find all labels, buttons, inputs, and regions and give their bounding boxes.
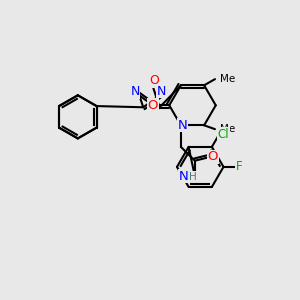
Text: H: H	[189, 172, 196, 182]
Text: O: O	[149, 74, 159, 87]
Text: Me: Me	[220, 74, 235, 84]
Text: N: N	[178, 119, 187, 132]
Text: N: N	[157, 85, 166, 98]
Text: N: N	[179, 169, 189, 183]
Text: Me: Me	[220, 124, 235, 134]
Text: O: O	[207, 150, 218, 164]
Text: N: N	[130, 85, 140, 98]
Text: F: F	[236, 160, 242, 173]
Text: O: O	[148, 99, 158, 112]
Text: Cl: Cl	[218, 128, 229, 141]
